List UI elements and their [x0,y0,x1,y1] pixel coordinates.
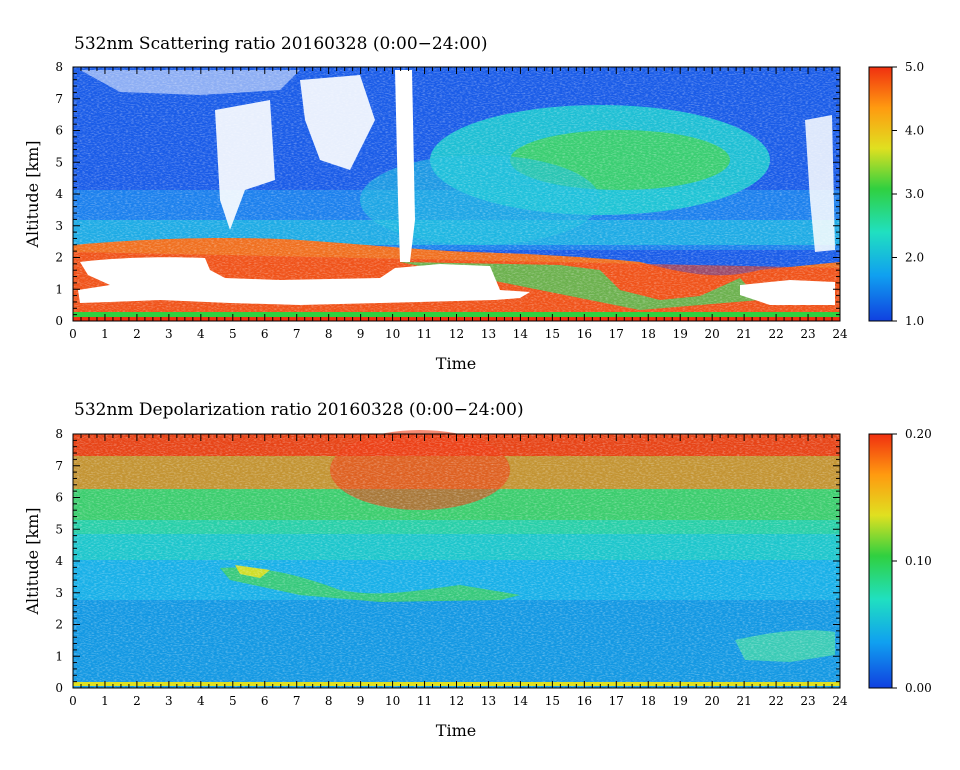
x-tick-label: 3 [165,694,173,708]
x-tick-label: 12 [449,327,464,341]
y-tick-label: 0 [55,314,63,328]
colorbar-tick-label: 0.00 [905,681,932,695]
x-tick-label: 13 [481,327,496,341]
scattering-title: 532nm Scattering ratio 20160328 (0:00−24… [74,34,488,54]
x-tick-label: 19 [673,327,688,341]
x-tick-label: 20 [705,327,720,341]
depolarization-panel: 532nm Depolarization ratio 20160328 (0:0… [23,400,932,740]
y-tick-label: 1 [55,282,63,296]
depolarization-colorbar-ticks: 0.00 0.10 0.20 [892,427,932,695]
x-tick-label: 2 [133,327,141,341]
colorbar-tick-label: 1.0 [905,314,924,328]
x-tick-label: 9 [357,694,365,708]
x-tick-label: 11 [417,694,432,708]
x-tick-label: 17 [609,694,624,708]
y-tick-label: 4 [55,554,63,568]
scattering-ylabel: Altitude [km] [23,140,42,248]
x-tick-label: 5 [229,327,237,341]
scattering-y-ticks: 0 1 2 3 4 5 6 7 8 [55,60,840,328]
x-tick-label: 17 [609,327,624,341]
x-tick-label: 15 [545,327,560,341]
x-tick-label: 4 [197,327,205,341]
colorbar-tick-label: 5.0 [905,60,924,74]
colorbar-tick-label: 0.20 [905,427,932,441]
y-tick-label: 8 [55,427,63,441]
x-tick-label: 22 [768,327,783,341]
depolarization-heatmap [73,430,840,688]
x-tick-label: 21 [736,327,751,341]
y-tick-label: 7 [55,459,63,473]
x-tick-label: 1 [101,327,109,341]
y-tick-label: 5 [55,522,63,536]
y-tick-label: 0 [55,681,63,695]
x-tick-label: 6 [261,327,269,341]
colorbar-tick-label: 3.0 [905,187,924,201]
x-tick-label: 8 [325,694,333,708]
x-tick-label: 24 [832,694,848,708]
x-tick-label: 20 [705,694,720,708]
colorbar-tick-label: 0.10 [905,554,932,568]
x-tick-label: 24 [832,327,848,341]
x-tick-label: 1 [101,694,109,708]
colorbar-tick-label: 2.0 [905,251,924,265]
x-tick-label: 21 [736,694,751,708]
y-tick-label: 7 [55,92,63,106]
scattering-heatmap [73,67,840,321]
x-tick-label: 15 [545,694,560,708]
x-tick-label: 16 [577,327,592,341]
x-tick-label: 0 [69,327,77,341]
x-tick-label: 18 [641,694,656,708]
x-tick-label: 8 [325,327,333,341]
x-tick-label: 6 [261,694,269,708]
x-tick-label: 12 [449,694,464,708]
y-tick-label: 1 [55,649,63,663]
depolarization-y-ticks: 0 1 2 3 4 5 6 7 8 [55,427,840,695]
x-tick-label: 10 [385,327,400,341]
x-tick-label: 14 [513,327,529,341]
y-tick-label: 4 [55,187,63,201]
y-tick-label: 6 [55,124,63,138]
y-tick-label: 8 [55,60,63,74]
x-tick-label: 3 [165,327,173,341]
x-tick-label: 5 [229,694,237,708]
x-tick-label: 23 [800,694,815,708]
x-tick-label: 0 [69,694,77,708]
x-tick-label: 14 [513,694,529,708]
y-tick-label: 2 [55,618,63,632]
scattering-x-ticks: 0 1 2 3 4 5 6 7 8 9 10 11 12 13 14 15 16 17 18 19 20 21 22 23 24 [69,67,848,341]
scattering-colorbar [868,66,893,322]
scattering-colorbar-ticks: 1.0 2.0 3.0 4.0 5.0 [892,60,924,328]
x-tick-label: 7 [293,694,301,708]
x-tick-label: 16 [577,694,592,708]
x-tick-label: 22 [768,694,783,708]
x-tick-label: 9 [357,327,365,341]
y-tick-label: 5 [55,155,63,169]
colorbar-tick-label: 4.0 [905,124,924,138]
depolarization-x-ticks: 0 1 2 3 4 5 6 7 8 9 10 11 12 13 14 15 16 17 18 19 20 21 22 23 24 [69,434,848,708]
depolarization-ylabel: Altitude [km] [23,507,42,615]
x-tick-label: 4 [197,694,205,708]
depolarization-xlabel: Time [436,721,476,740]
y-tick-label: 6 [55,491,63,505]
x-tick-label: 13 [481,694,496,708]
depolarization-title: 532nm Depolarization ratio 20160328 (0:0… [74,400,524,420]
y-tick-label: 2 [55,251,63,265]
x-tick-label: 23 [800,327,815,341]
x-tick-label: 7 [293,327,301,341]
scattering-panel: 532nm Scattering ratio 20160328 (0:00−24… [23,34,924,373]
y-tick-label: 3 [55,219,63,233]
x-tick-label: 2 [133,694,141,708]
x-tick-label: 11 [417,327,432,341]
x-tick-label: 19 [673,694,688,708]
x-tick-label: 18 [641,327,656,341]
y-tick-label: 3 [55,586,63,600]
x-tick-label: 10 [385,694,400,708]
depolarization-colorbar [868,433,893,689]
scattering-xlabel: Time [436,354,476,373]
